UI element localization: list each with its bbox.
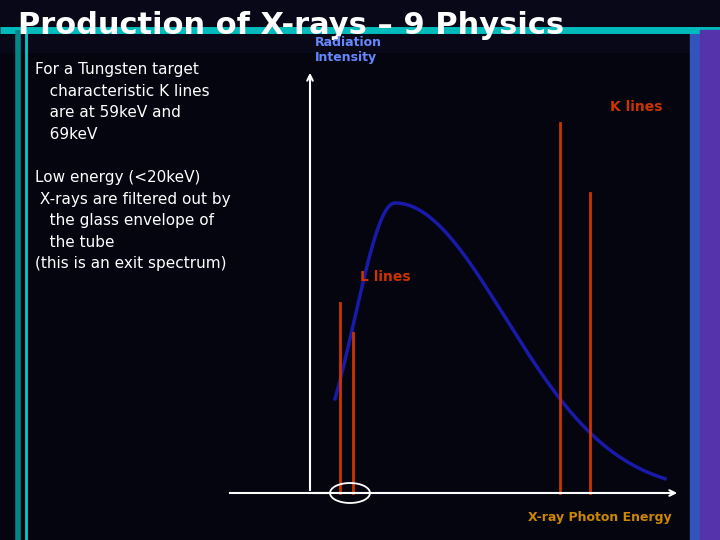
Text: Production of X-rays – 9 Physics: Production of X-rays – 9 Physics (18, 11, 564, 40)
Text: For a Tungsten target
   characteristic K lines
   are at 59keV and
   69keV

Lo: For a Tungsten target characteristic K l… (35, 62, 230, 272)
Text: Radiation
Intensity: Radiation Intensity (315, 36, 382, 64)
Text: L lines: L lines (360, 270, 410, 284)
Bar (700, 30, 720, 540)
Text: X-ray Photon Energy: X-ray Photon Energy (528, 511, 672, 524)
Text: K lines: K lines (610, 100, 662, 114)
Bar (0, 0, 720, 52)
Bar (690, 30, 700, 540)
